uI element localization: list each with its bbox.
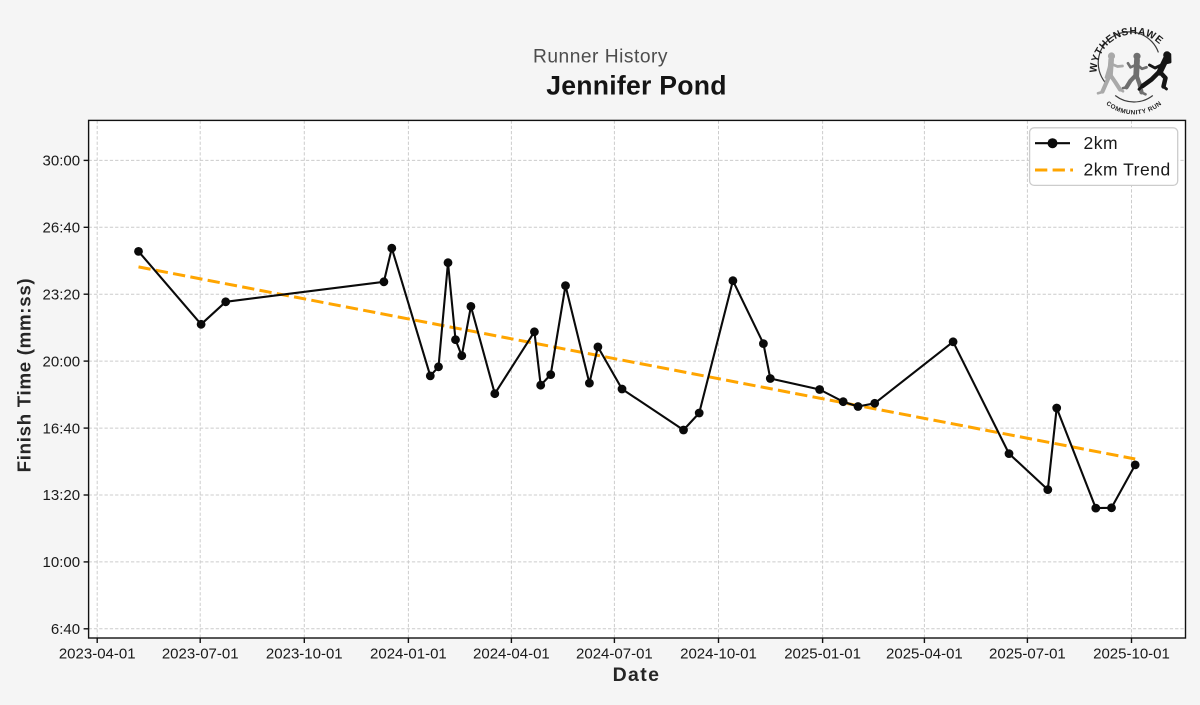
- svg-text:30:00: 30:00: [43, 153, 81, 170]
- svg-text:2024-01-01: 2024-01-01: [370, 645, 447, 662]
- svg-text:2023-10-01: 2023-10-01: [266, 645, 343, 662]
- svg-text:16:40: 16:40: [43, 420, 81, 437]
- svg-text:10:00: 10:00: [43, 554, 81, 571]
- svg-text:2024-07-01: 2024-07-01: [576, 645, 653, 662]
- svg-text:Jennifer Pond: Jennifer Pond: [546, 71, 727, 101]
- svg-text:13:20: 13:20: [43, 487, 81, 504]
- svg-text:26:40: 26:40: [43, 220, 81, 237]
- svg-text:2km Trend: 2km Trend: [1084, 160, 1171, 180]
- svg-text:Finish Time (mm:ss): Finish Time (mm:ss): [14, 278, 35, 473]
- svg-text:Date: Date: [613, 664, 661, 686]
- svg-text:2025-01-01: 2025-01-01: [784, 645, 861, 662]
- svg-text:2023-04-01: 2023-04-01: [59, 645, 136, 662]
- svg-text:2025-07-01: 2025-07-01: [989, 645, 1066, 662]
- svg-text:2025-10-01: 2025-10-01: [1093, 645, 1170, 662]
- svg-text:6:40: 6:40: [51, 621, 80, 638]
- svg-text:Runner History: Runner History: [533, 47, 668, 68]
- svg-text:2023-07-01: 2023-07-01: [162, 645, 239, 662]
- svg-text:23:20: 23:20: [43, 286, 81, 303]
- svg-text:20:00: 20:00: [43, 353, 81, 370]
- svg-text:2024-04-01: 2024-04-01: [473, 645, 550, 662]
- svg-text:2024-10-01: 2024-10-01: [680, 645, 757, 662]
- svg-text:2km: 2km: [1084, 133, 1119, 153]
- svg-text:2025-04-01: 2025-04-01: [886, 645, 963, 662]
